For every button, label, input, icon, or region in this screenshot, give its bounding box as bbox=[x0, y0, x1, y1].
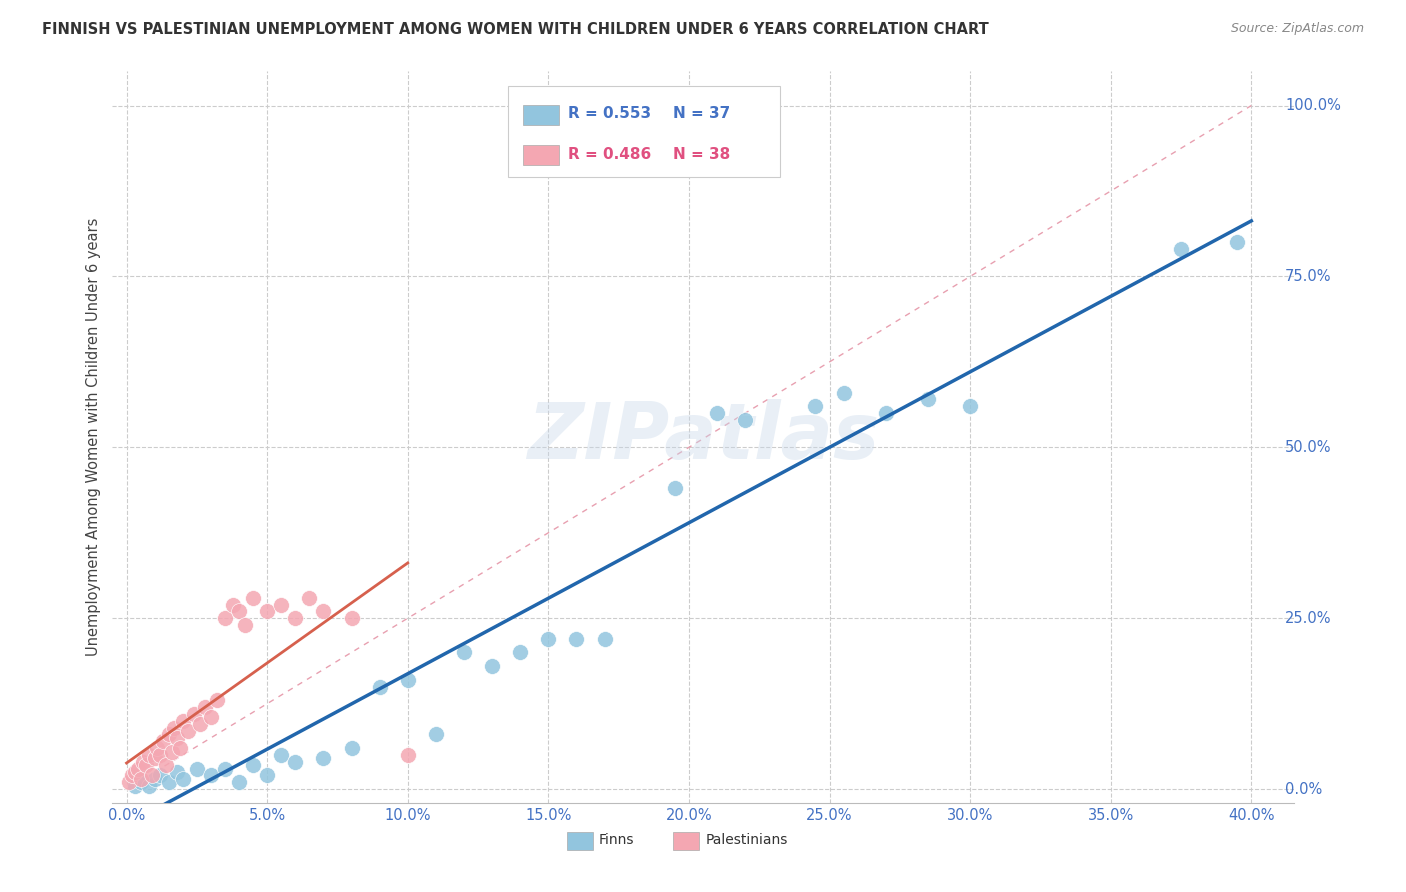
Point bbox=[172, 772, 194, 786]
Point bbox=[233, 618, 256, 632]
Point bbox=[706, 406, 728, 420]
Point bbox=[340, 611, 363, 625]
Point bbox=[453, 645, 475, 659]
Text: Finns: Finns bbox=[599, 833, 634, 847]
Text: N = 37: N = 37 bbox=[673, 106, 731, 121]
Point bbox=[959, 400, 981, 414]
Point bbox=[149, 747, 172, 762]
Point bbox=[129, 772, 152, 786]
Point bbox=[172, 714, 194, 728]
Point bbox=[214, 762, 236, 776]
Point bbox=[132, 755, 155, 769]
Point bbox=[340, 741, 363, 756]
Point bbox=[565, 632, 588, 646]
Point bbox=[121, 768, 143, 782]
Text: 50.0%: 50.0% bbox=[1285, 440, 1331, 455]
Point bbox=[177, 724, 200, 739]
Point bbox=[129, 775, 152, 789]
Point bbox=[194, 700, 217, 714]
Text: 75.0%: 75.0% bbox=[1285, 268, 1331, 284]
Bar bbox=[523, 145, 560, 165]
Point bbox=[143, 751, 166, 765]
Point bbox=[149, 768, 172, 782]
Point bbox=[917, 392, 939, 407]
Text: 100.0%: 100.0% bbox=[1285, 98, 1341, 113]
Point bbox=[200, 710, 222, 724]
Point bbox=[734, 413, 756, 427]
Point bbox=[118, 775, 141, 789]
Point bbox=[214, 611, 236, 625]
Point bbox=[537, 632, 560, 646]
Point bbox=[509, 645, 531, 659]
Point bbox=[804, 400, 827, 414]
Point bbox=[138, 779, 160, 793]
Y-axis label: Unemployment Among Women with Children Under 6 years: Unemployment Among Women with Children U… bbox=[86, 218, 101, 657]
Point bbox=[875, 406, 897, 420]
Point bbox=[396, 673, 419, 687]
Point bbox=[200, 768, 222, 782]
Point bbox=[146, 741, 169, 756]
Point bbox=[256, 604, 278, 618]
Point bbox=[157, 727, 180, 741]
Point bbox=[135, 758, 157, 772]
Point bbox=[141, 768, 163, 782]
Point bbox=[284, 611, 307, 625]
Point bbox=[242, 758, 264, 772]
Point bbox=[270, 747, 292, 762]
Point bbox=[1170, 242, 1192, 256]
Point bbox=[256, 768, 278, 782]
Point bbox=[127, 762, 149, 776]
Point bbox=[593, 632, 616, 646]
Point bbox=[166, 765, 188, 780]
Point bbox=[222, 598, 245, 612]
Point bbox=[205, 693, 228, 707]
Point bbox=[312, 604, 335, 618]
Text: Source: ZipAtlas.com: Source: ZipAtlas.com bbox=[1230, 22, 1364, 36]
Point bbox=[155, 758, 177, 772]
FancyBboxPatch shape bbox=[508, 86, 780, 178]
Bar bbox=[523, 105, 560, 125]
Text: R = 0.553: R = 0.553 bbox=[568, 106, 651, 121]
Point bbox=[312, 751, 335, 765]
Text: Palestinians: Palestinians bbox=[706, 833, 787, 847]
Point bbox=[166, 731, 188, 745]
Text: R = 0.486: R = 0.486 bbox=[568, 146, 651, 161]
Point bbox=[183, 706, 205, 721]
Point bbox=[425, 727, 447, 741]
Point bbox=[242, 591, 264, 605]
Point bbox=[284, 755, 307, 769]
Text: FINNISH VS PALESTINIAN UNEMPLOYMENT AMONG WOMEN WITH CHILDREN UNDER 6 YEARS CORR: FINNISH VS PALESTINIAN UNEMPLOYMENT AMON… bbox=[42, 22, 988, 37]
Point bbox=[188, 717, 211, 731]
Point bbox=[1226, 235, 1249, 250]
Point bbox=[228, 775, 250, 789]
Text: N = 38: N = 38 bbox=[673, 146, 731, 161]
Point bbox=[163, 721, 186, 735]
Text: 25.0%: 25.0% bbox=[1285, 611, 1331, 625]
Bar bbox=[567, 832, 593, 850]
Point bbox=[832, 385, 855, 400]
Point bbox=[152, 734, 174, 748]
Point bbox=[186, 762, 208, 776]
Point bbox=[664, 481, 686, 495]
Bar bbox=[673, 832, 699, 850]
Point bbox=[143, 772, 166, 786]
Point bbox=[396, 747, 419, 762]
Point bbox=[138, 747, 160, 762]
Point bbox=[124, 779, 146, 793]
Point bbox=[368, 680, 391, 694]
Text: 0.0%: 0.0% bbox=[1285, 781, 1322, 797]
Point bbox=[160, 745, 183, 759]
Text: ZIPatlas: ZIPatlas bbox=[527, 399, 879, 475]
Point bbox=[157, 775, 180, 789]
Point bbox=[481, 659, 503, 673]
Point bbox=[124, 765, 146, 780]
Point bbox=[228, 604, 250, 618]
Point bbox=[169, 741, 191, 756]
Point bbox=[298, 591, 321, 605]
Point bbox=[270, 598, 292, 612]
